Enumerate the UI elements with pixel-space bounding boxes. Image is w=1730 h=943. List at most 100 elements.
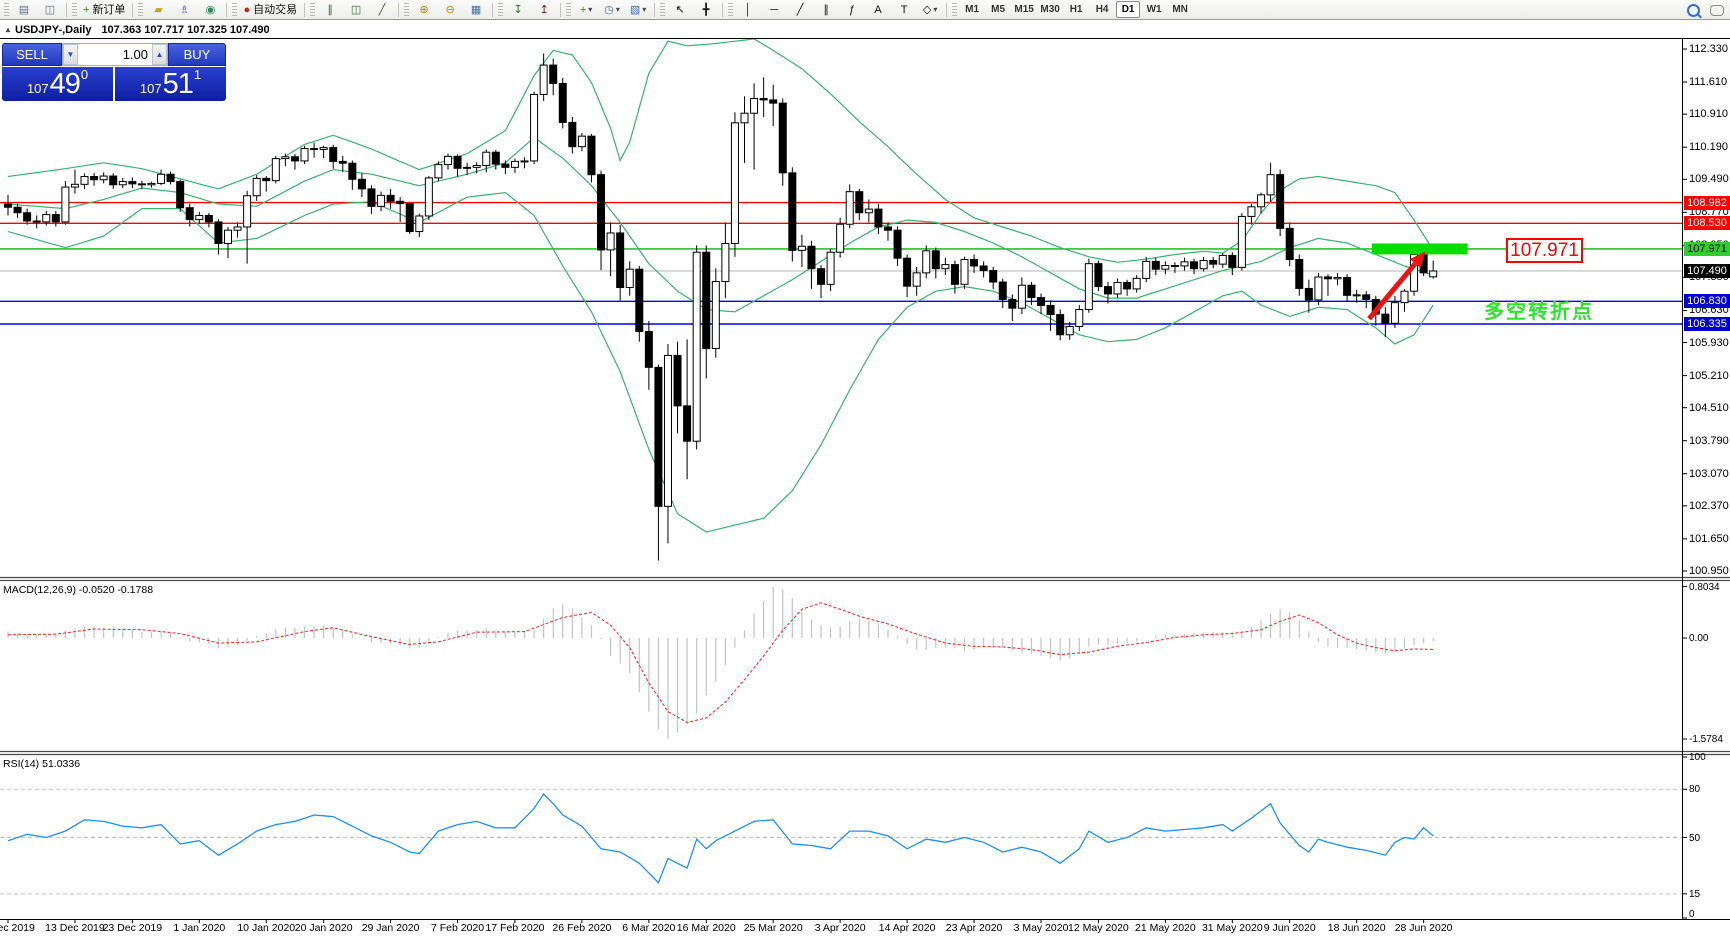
buy-price-prefix: 107: [139, 81, 162, 96]
shapes-tool[interactable]: ◇ ▾: [918, 1, 942, 19]
volume-increase-button[interactable]: ▲: [152, 44, 167, 65]
panel-frames: [0, 38, 1730, 920]
price-axis-tick: 102.370: [1689, 499, 1729, 512]
timeframe-mn-button[interactable]: MN: [1172, 4, 1188, 15]
timeframe-w1-button[interactable]: W1: [1146, 4, 1162, 15]
buy-price-big: 51: [162, 68, 194, 100]
price-axis-tick: 111.610: [1689, 76, 1728, 89]
publisher-icon: ♗: [179, 3, 190, 16]
candles-layer: [4, 53, 1438, 561]
price-axis-tick: 109.490: [1689, 173, 1729, 186]
annotations-layer[interactable]: [1367, 243, 1468, 321]
shapes-tool-dropdown-icon[interactable]: ▾: [933, 4, 938, 14]
chart-shift-icon[interactable]: ↥: [532, 1, 556, 19]
chat-icon[interactable]: [1710, 4, 1724, 16]
buy-button[interactable]: BUY: [168, 43, 226, 66]
price-axis-tick: 105.210: [1689, 369, 1729, 382]
periods-icon: ◷: [604, 3, 614, 16]
candle-chart-icon[interactable]: ◫: [344, 1, 368, 19]
history-center-icon[interactable]: ▰: [146, 1, 170, 19]
channel-tool[interactable]: ∥: [814, 1, 838, 19]
line-chart-icon[interactable]: ╱: [370, 1, 394, 19]
chart-preview-icon: ◫: [44, 3, 56, 16]
date-axis-label: 9 Jun 2020: [1263, 922, 1316, 934]
new-order-button-label: 新订单: [92, 3, 126, 16]
bar-chart-icon[interactable]: ∥: [318, 1, 342, 19]
sell-price-sup: 0: [80, 67, 89, 82]
publisher-icon[interactable]: ♗: [172, 1, 196, 19]
volume-decrease-button[interactable]: ▼: [63, 44, 78, 65]
buy-price-sup: 1: [193, 67, 202, 82]
sell-button[interactable]: SELL: [2, 43, 62, 66]
timeframe-m1-button[interactable]: M1: [965, 4, 980, 15]
hline-tool[interactable]: ─: [762, 1, 786, 19]
search-icon[interactable]: [1687, 3, 1700, 17]
rsi-axis-tick: 15: [1689, 888, 1701, 900]
date-axis-label: 14 Apr 2020: [878, 922, 936, 934]
tile-windows-icon[interactable]: ▦: [464, 1, 488, 19]
turning-point-note[interactable]: 多空转折点: [1484, 301, 1594, 323]
channel-icon: ∥: [823, 3, 829, 16]
price-callout-label[interactable]: 107.971: [1506, 238, 1583, 263]
buy-price-display[interactable]: 107 51 1: [115, 67, 226, 101]
volume-input[interactable]: [78, 44, 152, 65]
autotrading-button[interactable]: ● 自动交易: [240, 1, 300, 19]
zoom-out-icon[interactable]: ⊖: [438, 1, 462, 19]
chart-preview-icon[interactable]: ◫: [38, 1, 62, 19]
candle-chart-icon: ◫: [350, 3, 362, 16]
price-axis-tick: 101.650: [1689, 532, 1729, 545]
label-tool[interactable]: T: [892, 1, 916, 19]
rsi-label: RSI(14) 51.0336: [3, 758, 81, 770]
timeframe-h1-button[interactable]: H1: [1069, 4, 1083, 15]
auto-scroll-icon: ↧: [513, 3, 523, 16]
chart-symbol-icon: ▴: [6, 25, 11, 34]
date-axis-label: 21 May 2020: [1135, 922, 1196, 934]
date-axis-label: 29 Jan 2020: [361, 922, 420, 934]
line-chart-icon: ╱: [378, 3, 386, 16]
main-toolbar: ▤ ◫ + 新订单 ▰ ♗ ◉ ● 自动交易 ∥ ◫ ╱ ⊕ ⊖ ▦ ↧ ↥ + ▾ ◷ ▾ ▧ ▾ ↖ ╋ │ ─ ╱ ∥ ƒ A T ◇ ▾ M…: [0, 0, 1730, 20]
date-axis-label: 20 Jan 2020: [294, 922, 353, 934]
cursor-icon: ↖: [675, 3, 685, 16]
fibonacci-tool[interactable]: ƒ: [840, 1, 864, 19]
periods-button[interactable]: ◷ ▾: [600, 1, 624, 19]
date-axis-label: 25 Mar 2020: [743, 922, 803, 934]
price-badge-106.335: 106.335: [1684, 316, 1730, 331]
date-axis-label: 23 Apr 2020: [945, 922, 1003, 934]
trendline-tool[interactable]: ╱: [788, 1, 812, 19]
timeframe-m5-button[interactable]: M5: [991, 4, 1006, 15]
date-axis-label: 1 Jan 2020: [173, 922, 226, 934]
zoom-in-icon[interactable]: ⊕: [412, 1, 436, 19]
timeframe-d1-button[interactable]: D1: [1116, 1, 1141, 18]
date-axis-label: 10 Jan 2020: [237, 922, 296, 934]
macd-axis-tick: 0.8034: [1689, 581, 1720, 593]
trend-arrow-line: [1367, 261, 1418, 321]
timeframe-m15-button[interactable]: M15: [1014, 4, 1034, 15]
horizontal-level-lines[interactable]: [0, 201, 1682, 325]
shapes-icon: ◇: [922, 3, 932, 16]
sell-price-big: 49: [49, 68, 81, 100]
indicators-button[interactable]: + ▾: [574, 1, 598, 19]
vline-tool[interactable]: │: [736, 1, 760, 19]
timeframe-m30-button[interactable]: M30: [1040, 4, 1060, 15]
macd-axis-tick: 0.00: [1689, 633, 1709, 644]
templates-button[interactable]: ▧ ▾: [626, 1, 650, 19]
auto-scroll-icon[interactable]: ↧: [506, 1, 530, 19]
indicators-button-dropdown-icon[interactable]: ▾: [588, 4, 593, 14]
one-click-trading-widget: SELL ▼ ▲ BUY 107 49 0 107 51 1: [2, 43, 226, 101]
sell-price-display[interactable]: 107 49 0: [2, 67, 113, 101]
macd-signal-line: [7, 602, 1434, 724]
cursor-tool[interactable]: ↖: [668, 1, 692, 19]
chart-window-icon[interactable]: ▤: [12, 1, 36, 19]
new-order-button[interactable]: + 新订单: [80, 1, 128, 19]
date-axis-label: 12 May 2020: [1068, 922, 1129, 934]
signals-icon[interactable]: ◉: [198, 1, 222, 19]
text-tool[interactable]: A: [866, 1, 890, 19]
periods-button-dropdown-icon[interactable]: ▾: [615, 4, 620, 14]
templates-button-dropdown-icon[interactable]: ▾: [642, 4, 647, 14]
date-axis-label: 3 May 2020: [1013, 922, 1069, 934]
crosshair-tool[interactable]: ╋: [694, 1, 718, 19]
chart-shift-icon: ↥: [539, 3, 549, 16]
timeframe-h4-button[interactable]: H4: [1095, 4, 1109, 15]
date-axis-label: 16 Mar 2020: [676, 922, 736, 934]
